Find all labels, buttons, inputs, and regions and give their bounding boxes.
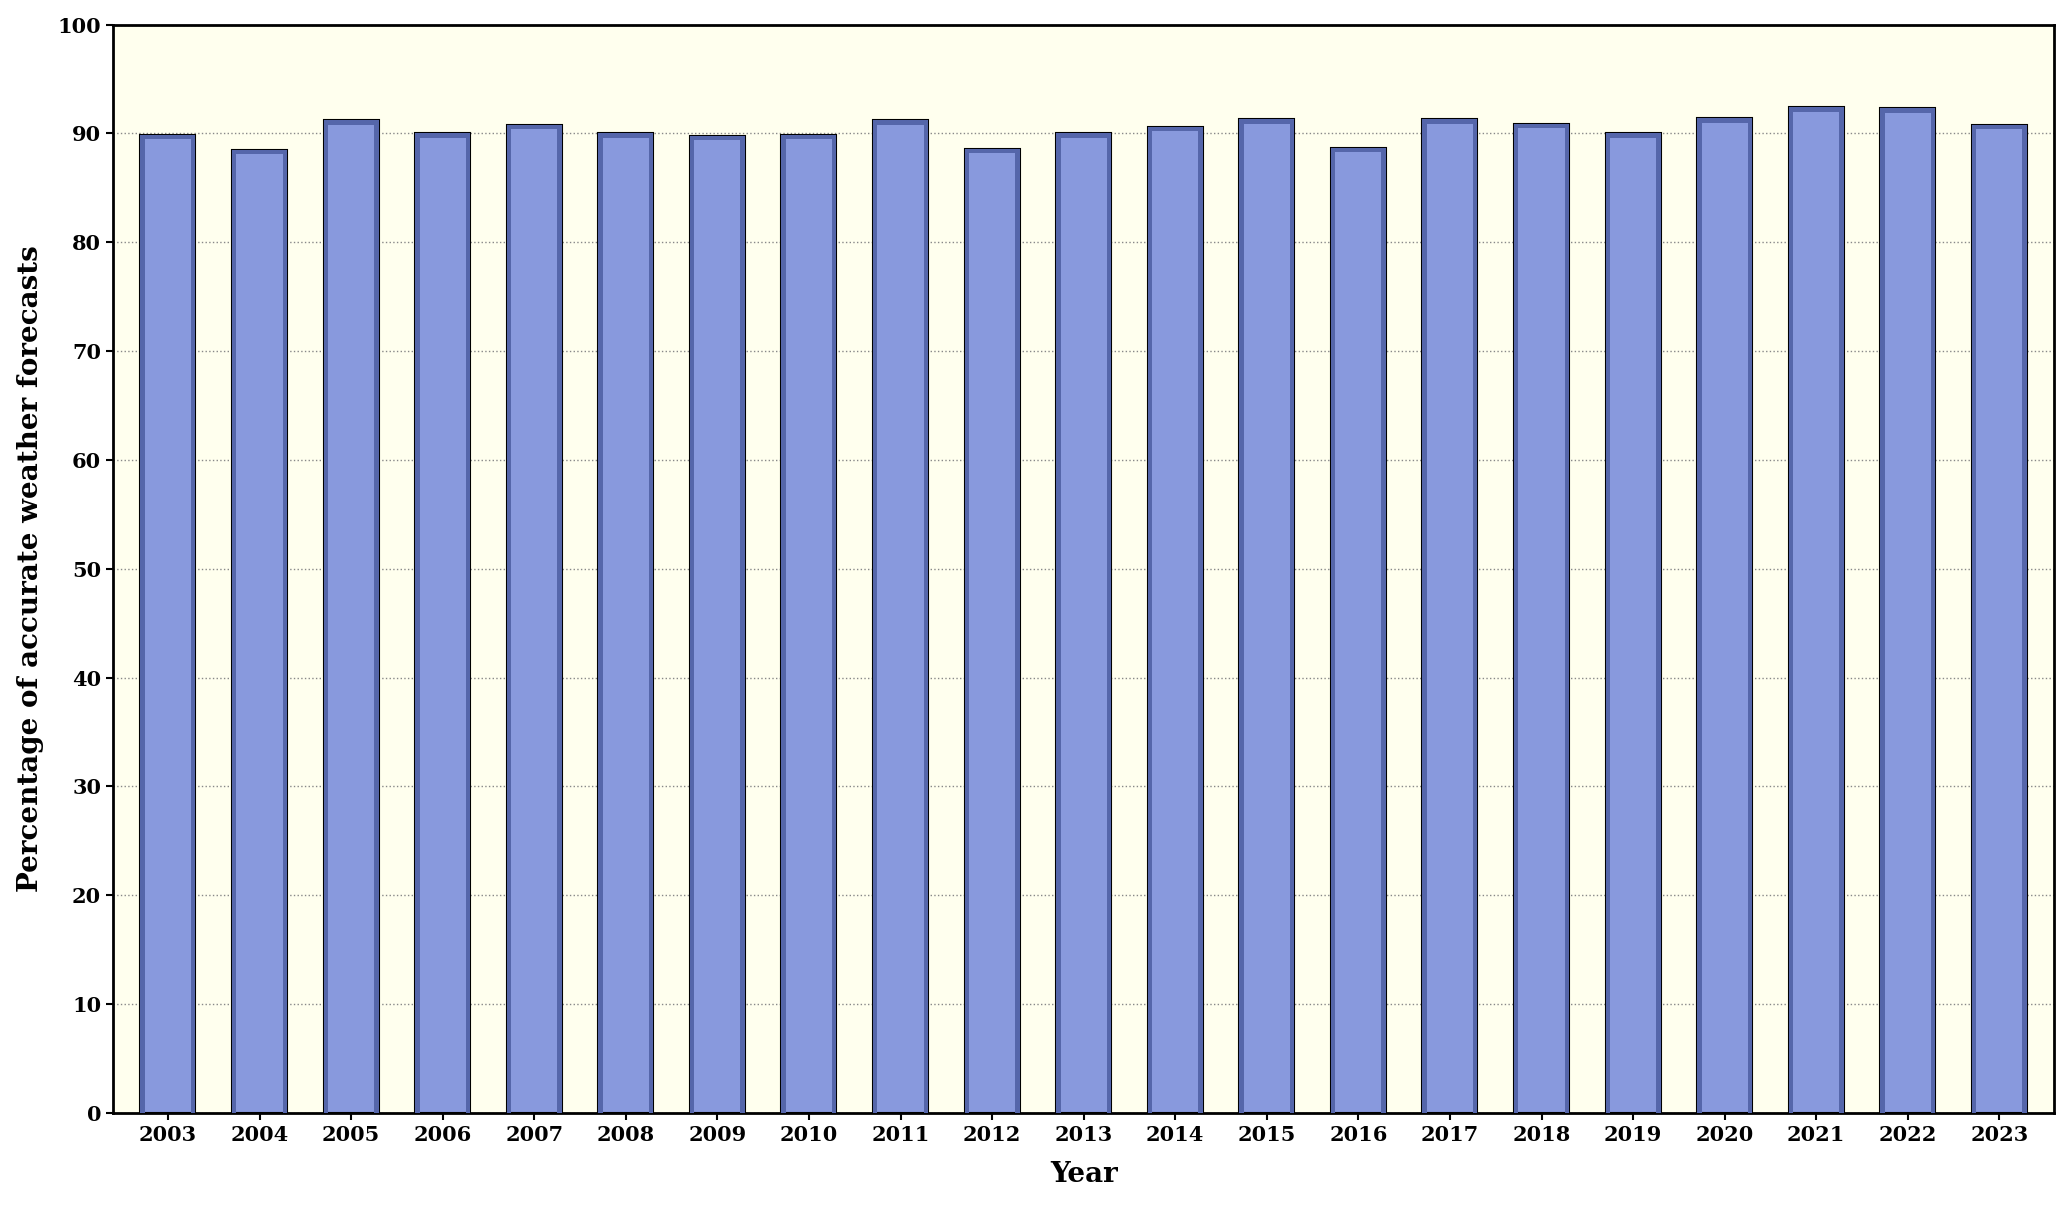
- Bar: [1930, 108, 1934, 1113]
- Bar: [1748, 118, 1752, 1113]
- Bar: [1423, 119, 1427, 1113]
- Bar: [1147, 127, 1203, 131]
- Bar: [1789, 107, 1843, 112]
- Y-axis label: Percentage of accurate weather forecasts: Percentage of accurate weather forecasts: [17, 246, 43, 892]
- Bar: [141, 135, 145, 1113]
- Bar: [1605, 134, 1661, 1113]
- Bar: [1147, 127, 1203, 1113]
- Bar: [232, 149, 288, 154]
- Bar: [414, 134, 470, 137]
- Bar: [232, 149, 236, 1113]
- Bar: [1514, 124, 1570, 128]
- Bar: [781, 135, 837, 139]
- Bar: [1698, 118, 1752, 123]
- Bar: [1972, 125, 1976, 1113]
- Bar: [323, 120, 379, 125]
- Bar: [1106, 134, 1112, 1113]
- Bar: [1238, 119, 1294, 124]
- Bar: [1238, 119, 1294, 1113]
- Bar: [599, 134, 603, 1113]
- Bar: [2023, 125, 2028, 1113]
- Bar: [874, 120, 928, 125]
- Bar: [1056, 134, 1112, 137]
- Bar: [414, 134, 420, 1113]
- Bar: [323, 120, 379, 1113]
- Bar: [1056, 134, 1112, 1113]
- X-axis label: Year: Year: [1050, 1162, 1118, 1188]
- Bar: [141, 135, 195, 1113]
- Bar: [1789, 107, 1843, 1113]
- Bar: [1605, 134, 1609, 1113]
- Bar: [1423, 119, 1477, 124]
- Bar: [507, 125, 561, 1113]
- Bar: [375, 120, 379, 1113]
- Bar: [1199, 127, 1203, 1113]
- Bar: [1472, 119, 1477, 1113]
- Bar: [507, 125, 561, 129]
- Bar: [1290, 119, 1294, 1113]
- Bar: [1381, 148, 1385, 1113]
- Bar: [874, 120, 928, 1113]
- Bar: [1698, 118, 1752, 1113]
- Bar: [741, 136, 746, 1113]
- Bar: [414, 134, 470, 1113]
- Bar: [1564, 124, 1570, 1113]
- Bar: [466, 134, 470, 1113]
- Bar: [1015, 148, 1019, 1113]
- Bar: [1423, 119, 1477, 1113]
- Bar: [965, 148, 1019, 1113]
- Bar: [1605, 134, 1661, 137]
- Bar: [507, 125, 512, 1113]
- Bar: [1880, 108, 1934, 113]
- Bar: [323, 120, 327, 1113]
- Bar: [781, 135, 785, 1113]
- Bar: [1332, 148, 1336, 1113]
- Bar: [690, 136, 746, 140]
- Bar: [690, 136, 746, 1113]
- Bar: [1332, 148, 1385, 152]
- Bar: [599, 134, 652, 1113]
- Bar: [1238, 119, 1245, 1113]
- Bar: [282, 149, 288, 1113]
- Bar: [874, 120, 878, 1113]
- Bar: [1332, 148, 1385, 1113]
- Bar: [924, 120, 928, 1113]
- Bar: [1972, 125, 2028, 129]
- Bar: [232, 149, 288, 1113]
- Bar: [1514, 124, 1570, 1113]
- Bar: [191, 135, 195, 1113]
- Bar: [1056, 134, 1060, 1113]
- Bar: [557, 125, 561, 1113]
- Bar: [1147, 127, 1151, 1113]
- Bar: [648, 134, 652, 1113]
- Bar: [1880, 108, 1885, 1113]
- Bar: [781, 135, 837, 1113]
- Bar: [1839, 107, 1843, 1113]
- Bar: [599, 134, 652, 137]
- Bar: [965, 148, 1019, 153]
- Bar: [833, 135, 837, 1113]
- Bar: [1972, 125, 2028, 1113]
- Bar: [1698, 118, 1702, 1113]
- Bar: [1789, 107, 1793, 1113]
- Bar: [690, 136, 694, 1113]
- Bar: [1514, 124, 1518, 1113]
- Bar: [141, 135, 195, 139]
- Bar: [965, 148, 969, 1113]
- Bar: [1880, 108, 1934, 1113]
- Bar: [1657, 134, 1661, 1113]
